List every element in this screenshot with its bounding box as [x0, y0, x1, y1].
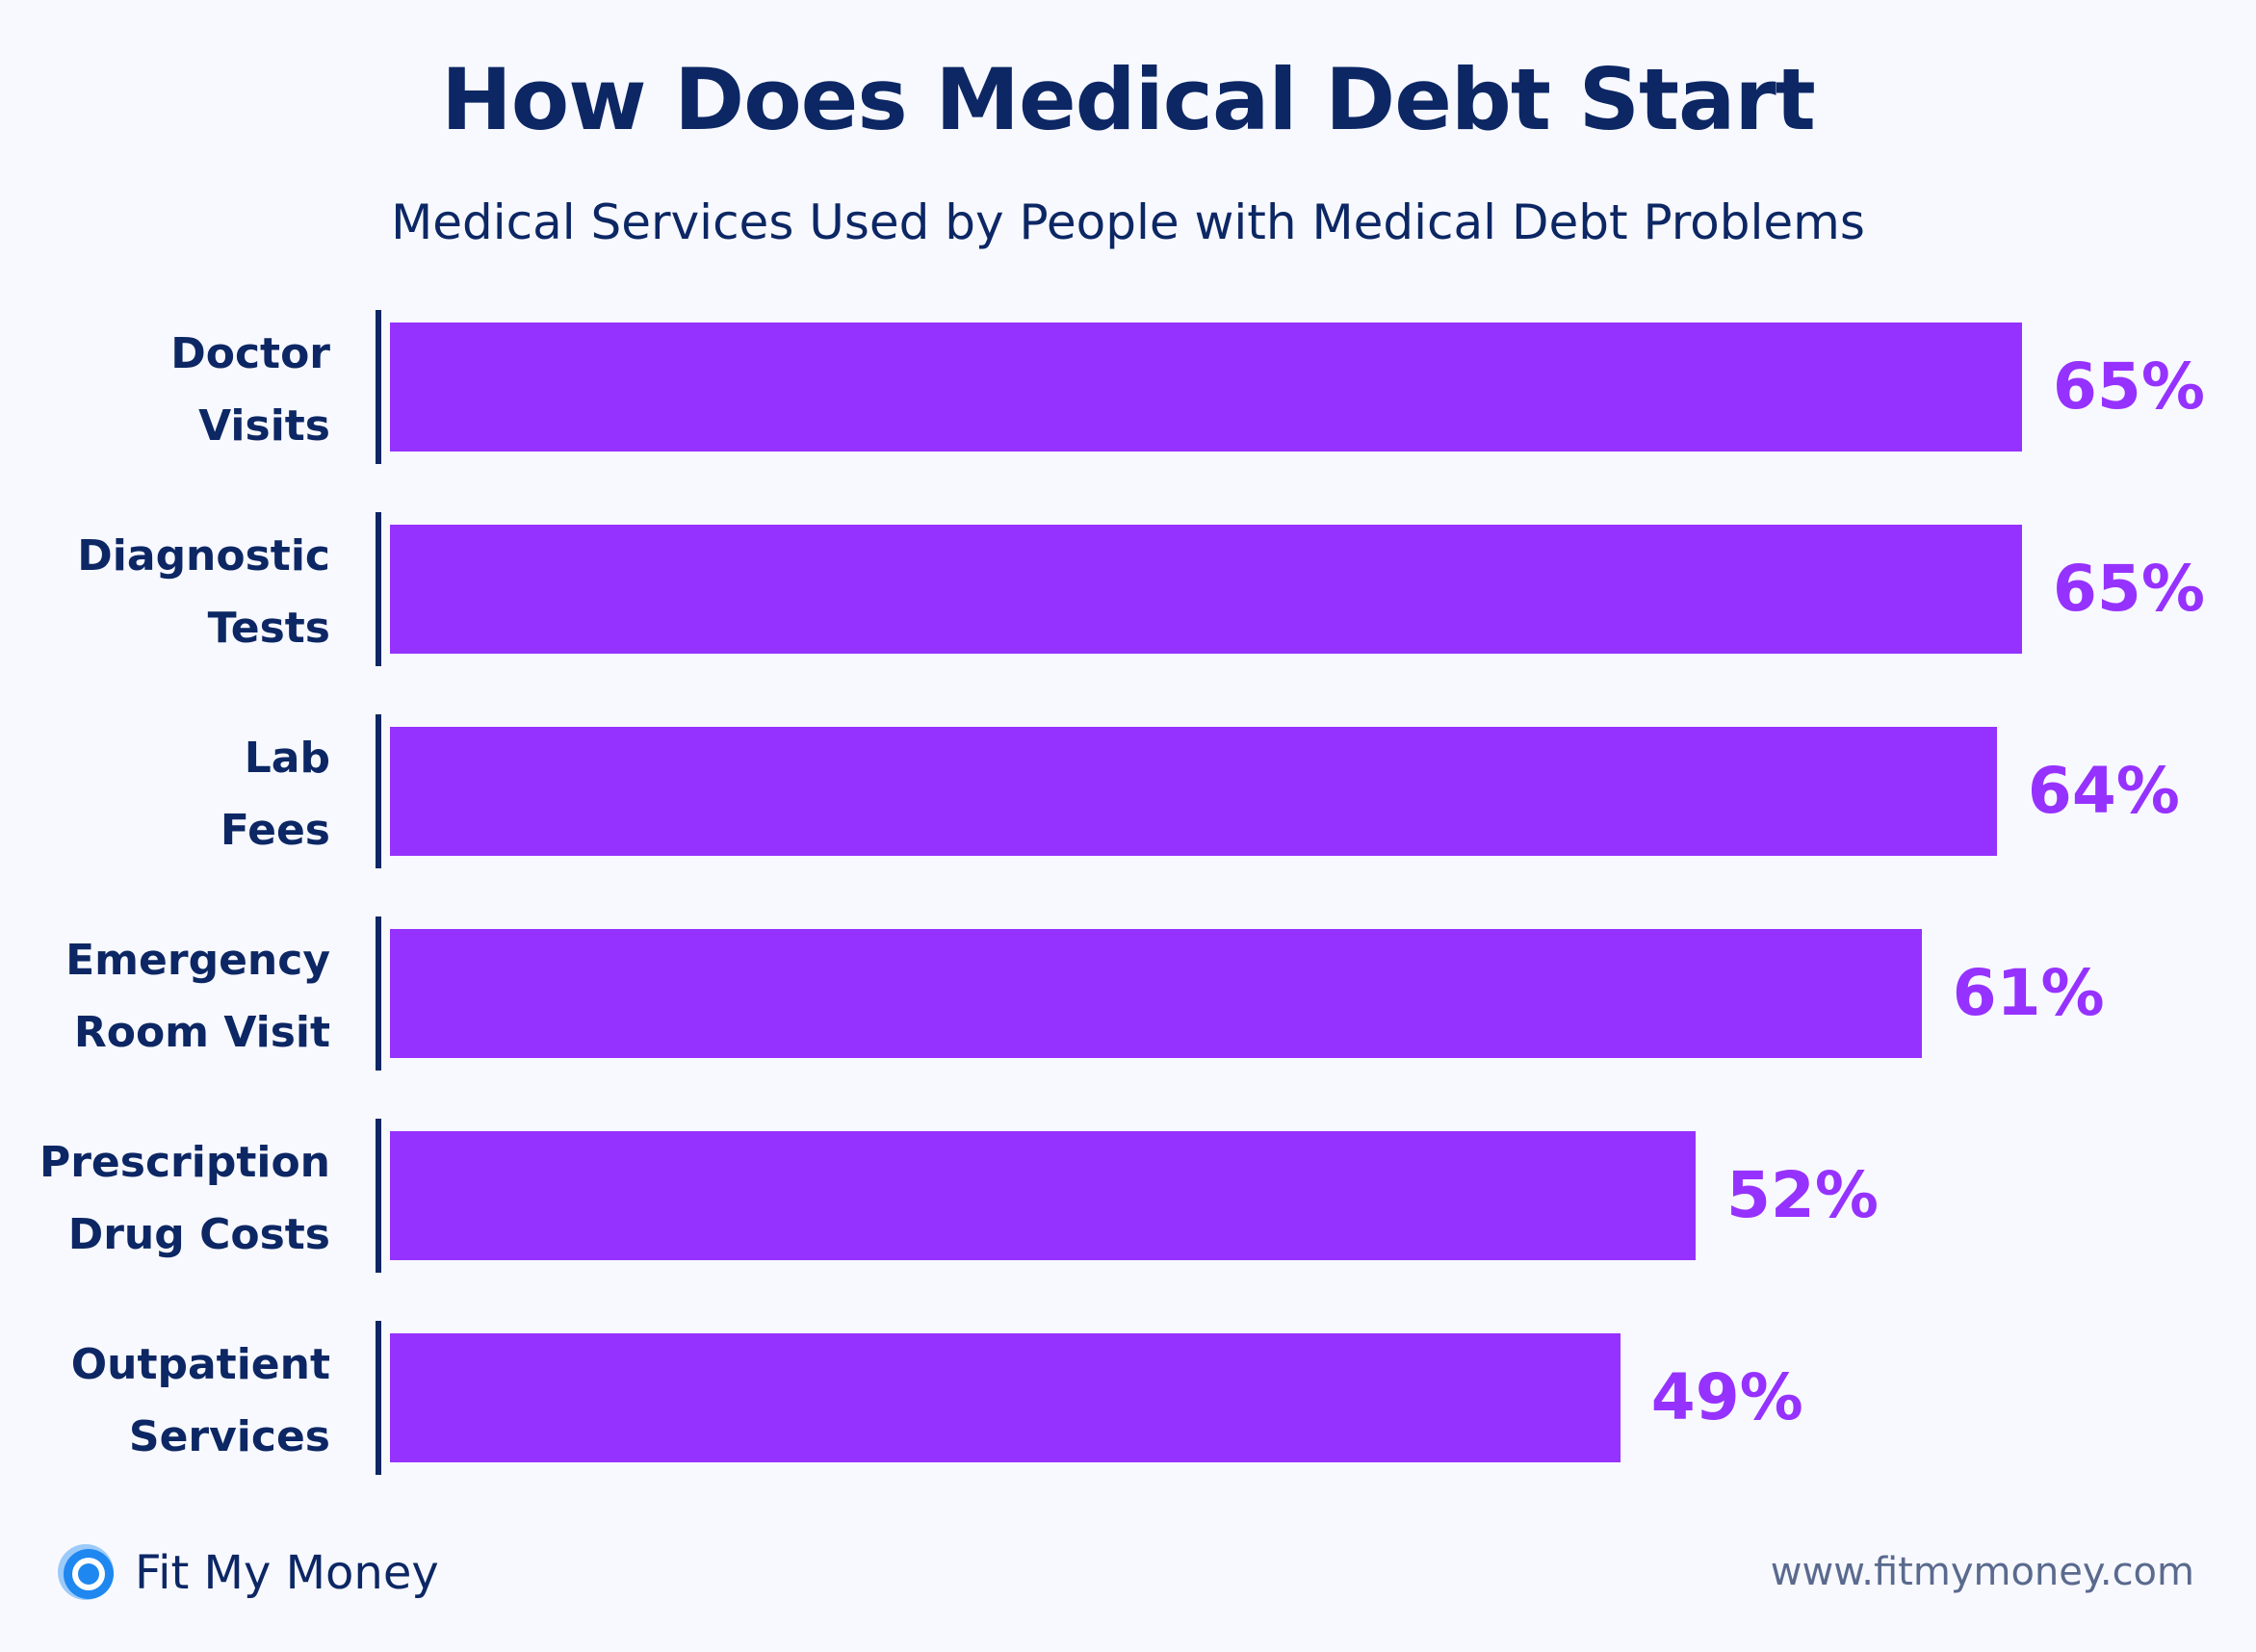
data-label: 49% — [1650, 1360, 1803, 1434]
category-label: Doctor Visits — [0, 318, 330, 462]
data-label: 65% — [2053, 349, 2205, 424]
category-label-line: Emergency — [65, 936, 330, 985]
category-label-line: Drug Costs — [67, 1210, 330, 1259]
bar — [390, 929, 1922, 1058]
category-label-line: Diagnostic — [77, 531, 330, 581]
category-label: Outpatient Services — [0, 1329, 330, 1473]
axis-line-segment — [376, 1321, 381, 1475]
category-label-line: Room Visit — [73, 1008, 330, 1057]
bar — [390, 727, 1997, 856]
bar-row: Lab Fees 64% — [0, 714, 2256, 868]
category-label-line: Outpatient — [70, 1340, 330, 1389]
category-label-line: Lab — [244, 734, 330, 783]
category-label: Diagnostic Tests — [0, 520, 330, 664]
axis-line-segment — [376, 714, 381, 868]
category-label-line: Fees — [220, 806, 330, 855]
axis-line-segment — [376, 310, 381, 464]
bar-row: Prescription Drug Costs 52% — [0, 1119, 2256, 1273]
bar-row: Diagnostic Tests 65% — [0, 512, 2256, 666]
axis-line-segment — [376, 1119, 381, 1273]
category-label-line: Doctor — [170, 329, 330, 378]
category-label-line: Visits — [198, 401, 330, 451]
bar — [390, 1131, 1696, 1260]
category-label: Prescription Drug Costs — [0, 1126, 330, 1271]
bar — [390, 525, 2022, 654]
data-label: 61% — [1952, 956, 2105, 1030]
category-label: Lab Fees — [0, 722, 330, 866]
ring-logo-icon — [58, 1544, 114, 1600]
category-label-line: Prescription — [39, 1138, 330, 1187]
axis-line-segment — [376, 916, 381, 1071]
data-label: 64% — [2027, 754, 2180, 828]
bar-row: Outpatient Services 49% — [0, 1321, 2256, 1475]
category-label: Emergency Room Visit — [0, 924, 330, 1069]
data-label: 52% — [1726, 1158, 1879, 1232]
category-label-line: Services — [128, 1412, 330, 1461]
bar-row: Emergency Room Visit 61% — [0, 916, 2256, 1071]
bar — [390, 1333, 1621, 1462]
category-label-line: Tests — [207, 604, 330, 653]
bar-row: Doctor Visits 65% — [0, 310, 2256, 464]
chart-title: How Does Medical Debt Start — [441, 50, 1816, 149]
axis-line-segment — [376, 512, 381, 666]
data-label: 65% — [2053, 552, 2205, 626]
website-url: www.fitmymoney.com — [1770, 1550, 2194, 1594]
bar — [390, 323, 2022, 452]
brand-name: Fit My Money — [135, 1546, 439, 1600]
chart-subtitle: Medical Services Used by People with Med… — [391, 194, 1865, 250]
